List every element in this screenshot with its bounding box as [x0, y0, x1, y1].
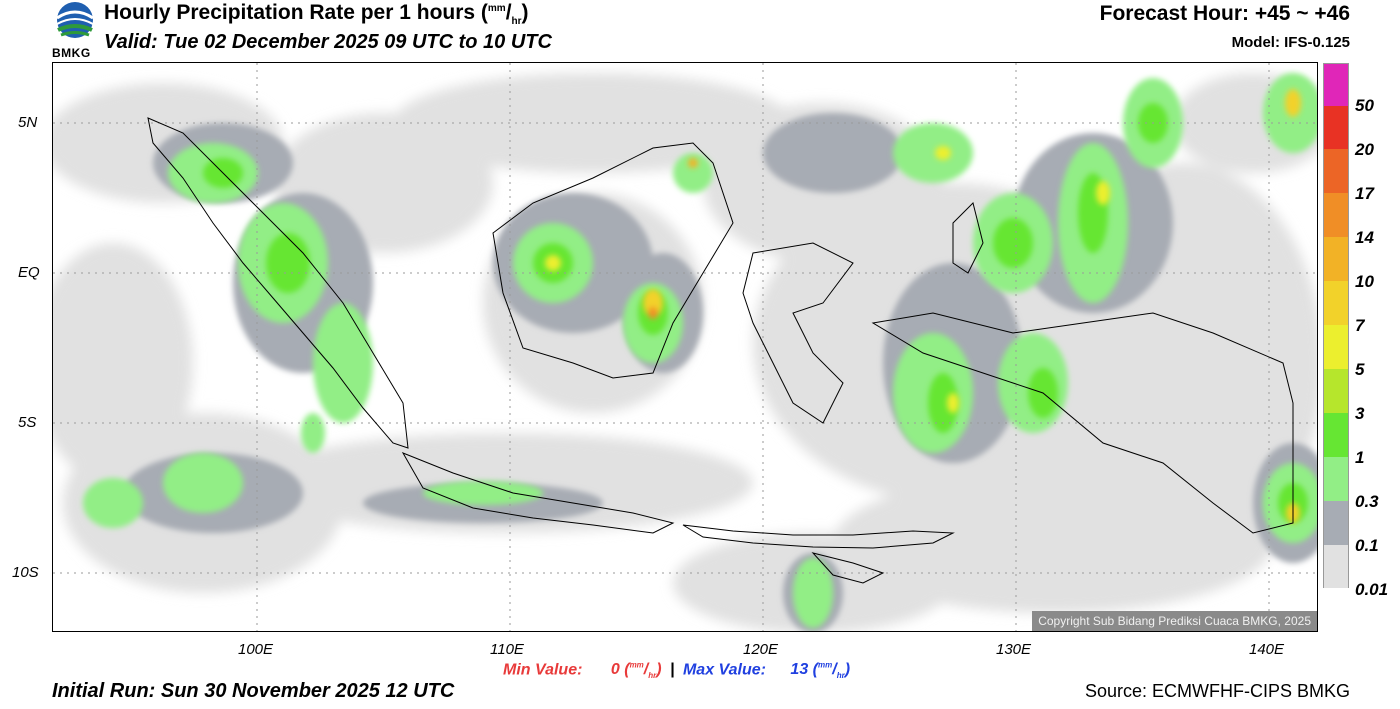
forecast-hour: Forecast Hour: +45 ~ +46 [1099, 2, 1350, 25]
min-unit-sup: mm [629, 661, 644, 670]
sumatra-coast [147, 117, 409, 449]
min-value-label: Min Value: [503, 661, 583, 679]
colorbar-swatch-0-3 [1324, 457, 1348, 501]
copyright-note: Copyright Sub Bidang Prediksi Cuaca BMKG… [1032, 611, 1317, 631]
colorbar-label-3: 3 [1355, 404, 1365, 423]
model-name: Model: IFS-0.125 [1231, 34, 1350, 51]
colorbar-swatch-0-1 [1324, 501, 1348, 545]
halmahera-coast [952, 202, 984, 274]
precipitation-map[interactable]: Copyright Sub Bidang Prediksi Cuaca BMKG… [52, 62, 1318, 632]
colorbar-swatch-50 [1324, 64, 1348, 106]
colorbar-swatch-20 [1324, 106, 1348, 149]
max-unit-sup: mm [818, 661, 833, 670]
heavy-rain-cores [545, 89, 1301, 523]
title-main: Hourly Precipitation Rate per 1 hours ( [104, 1, 488, 24]
java-coast [401, 452, 675, 534]
papua-coast [871, 312, 1294, 534]
borneo-coast [492, 142, 734, 379]
colorbar-label-0-1: 0.1 [1355, 536, 1379, 555]
colorbar-swatch-0-01 [1324, 545, 1348, 588]
colorbar-label-0-01: 0.01 [1355, 580, 1389, 599]
title-unit-sup: mm [487, 3, 506, 14]
max-unit-sub: hr [836, 671, 845, 681]
colorbar-label-50: 50 [1355, 96, 1374, 115]
timor-coast [811, 552, 885, 584]
max-value: 13 [790, 661, 809, 679]
title-close: ) [521, 1, 529, 24]
colorbar-label-10: 10 [1355, 272, 1374, 291]
lat-label-5s: 5S [18, 414, 37, 431]
data-source: Source: ECMWFHF-CIPS BMKG [1084, 681, 1350, 701]
min-value: 0 [610, 661, 620, 679]
lat-label-10s: 10S [12, 564, 39, 581]
colorbar-swatch-7 [1324, 281, 1348, 325]
chart-title: Hourly Precipitation Rate per 1 hours (m… [104, 1, 529, 28]
logo-text: BMKG [52, 46, 91, 60]
lesser-sunda-coast [682, 524, 955, 549]
lat-label-eq: EQ [18, 264, 40, 281]
colorbar-swatch-17 [1324, 149, 1348, 193]
grid-lines [53, 63, 1317, 631]
lat-label-5n: 5N [18, 114, 38, 131]
value-separator: | [670, 661, 675, 679]
bmkg-logo: BMKG [52, 2, 98, 60]
colorbar-label-5: 5 [1355, 360, 1365, 379]
min-max-values: Min Value: 0 (mm/hr) | Max Value: 13 (mm… [503, 661, 851, 681]
colorbar-label-14: 14 [1355, 228, 1374, 247]
title-unit-sub: hr [511, 16, 522, 28]
colorbar-swatch-1 [1324, 413, 1348, 457]
colorbar-label-0-3: 0.3 [1355, 492, 1379, 511]
valid-time: Valid: Tue 02 December 2025 09 UTC to 10… [104, 31, 552, 53]
lon-label-140e: 140E [1249, 641, 1285, 658]
lon-label-110e: 110E [490, 641, 524, 658]
colorbar-label-7: 7 [1355, 316, 1365, 335]
max-value-label: Max Value: [682, 661, 766, 679]
colorbar-swatch-5 [1324, 325, 1348, 369]
colorbar-label-20: 20 [1355, 140, 1374, 159]
colorbar-label-1: 1 [1355, 448, 1365, 467]
sulawesi-coast [742, 242, 854, 424]
colorbar-swatch-10 [1324, 237, 1348, 281]
lon-label-100e: 100E [238, 641, 274, 658]
min-unit-sub: hr [648, 671, 657, 681]
initial-run: Initial Run: Sun 30 November 2025 12 UTC [52, 680, 455, 702]
colorbar-label-17: 17 [1355, 184, 1374, 203]
coastlines [147, 117, 1294, 584]
colorbar [1323, 63, 1349, 588]
colorbar-swatch-3 [1324, 369, 1348, 413]
lon-label-130e: 130E [996, 641, 1032, 658]
lon-label-120e: 120E [743, 641, 779, 658]
colorbar-swatch-14 [1324, 193, 1348, 237]
